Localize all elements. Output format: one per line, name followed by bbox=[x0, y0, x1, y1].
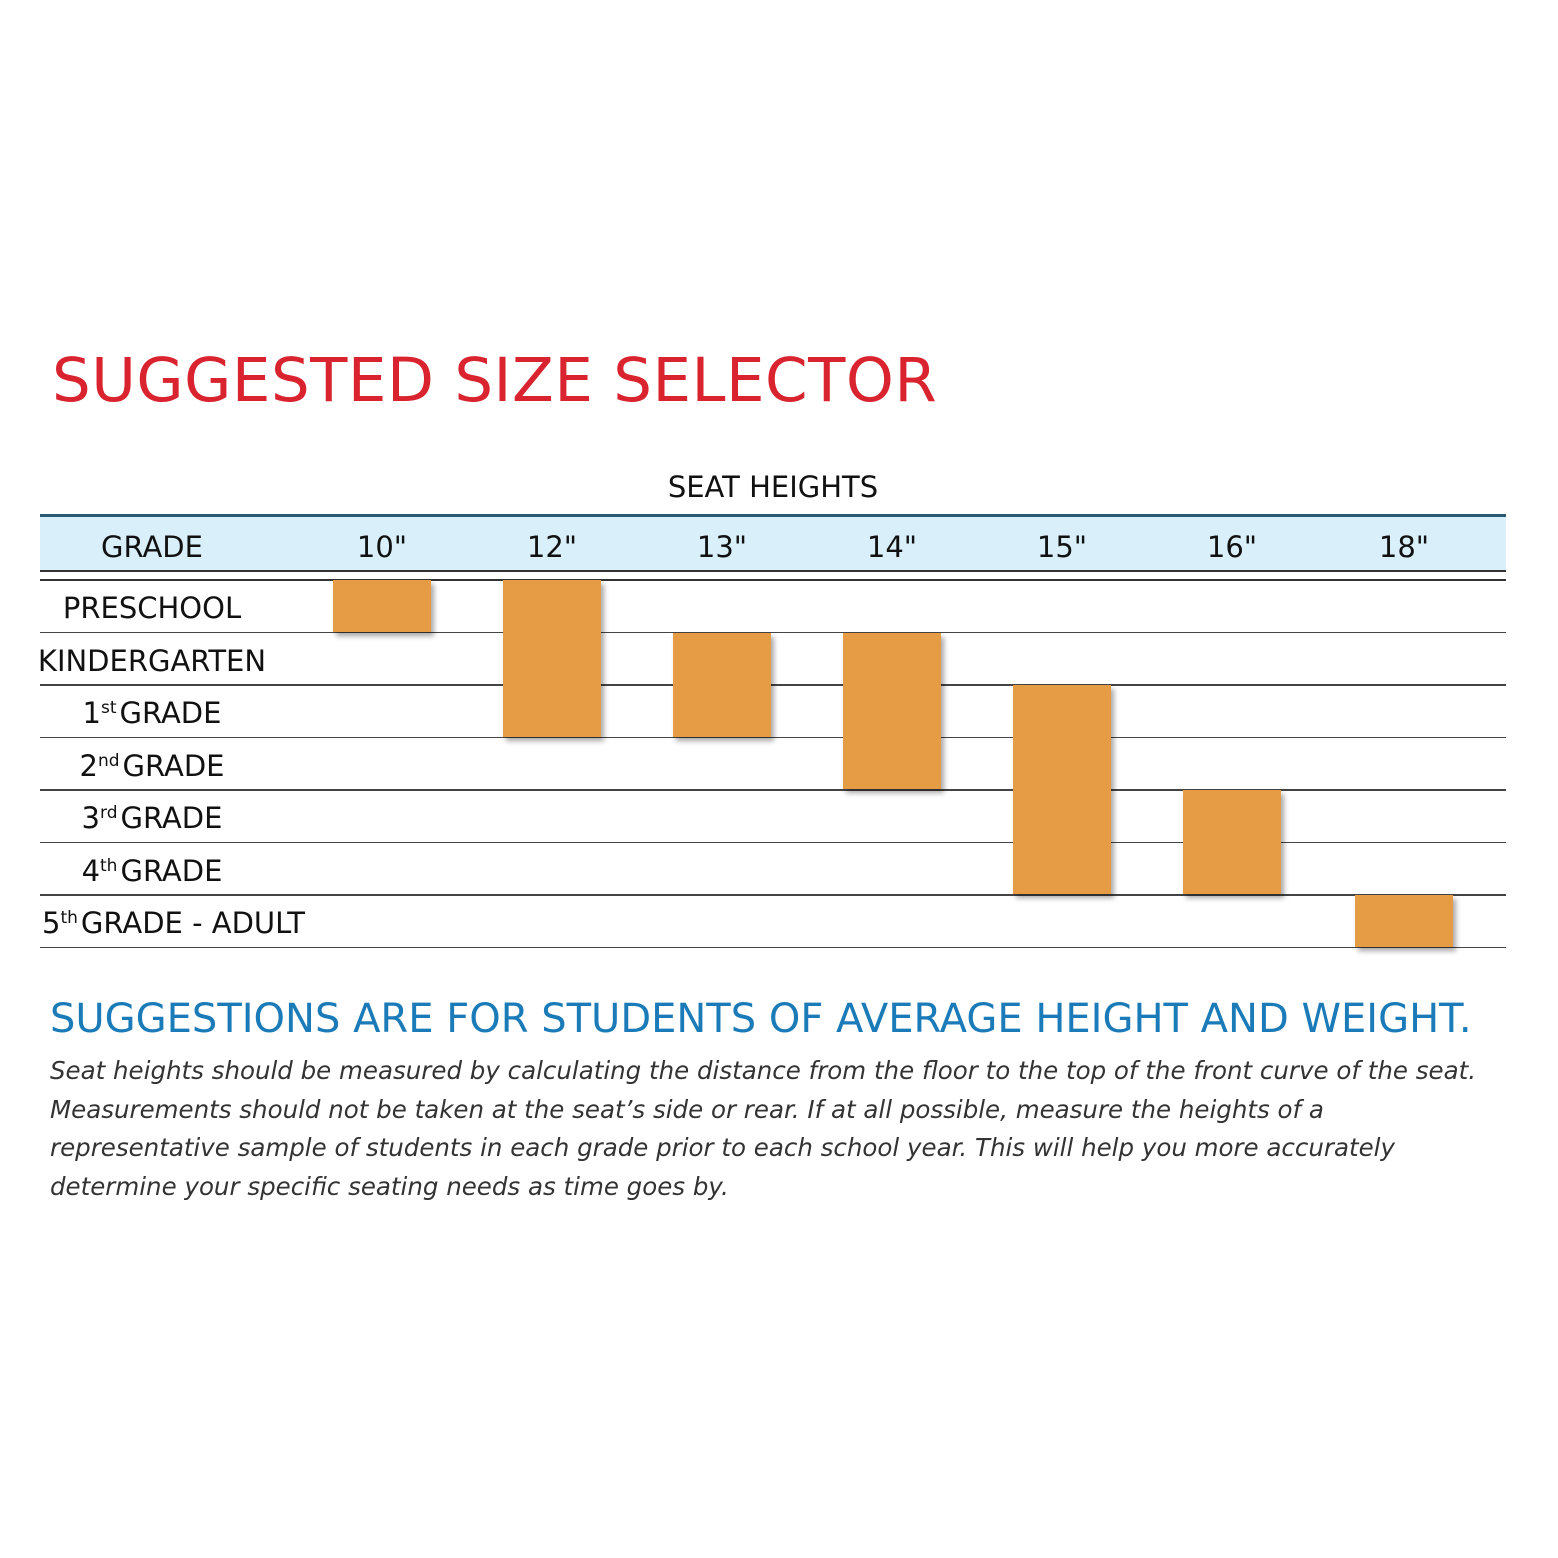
row-divider bbox=[40, 946, 1506, 948]
ordinal-suffix: st bbox=[100, 698, 117, 719]
suggestions-heading: SUGGESTIONS ARE FOR STUDENTS OF AVERAGE … bbox=[50, 996, 1472, 1042]
seat-height-column-header: 15" bbox=[1036, 530, 1088, 564]
grade-word: GRADE bbox=[120, 853, 223, 888]
grade-name: PRESCHOOL bbox=[62, 591, 242, 626]
seat-height-range-bar bbox=[333, 580, 431, 632]
page-title: SUGGESTED SIZE SELECTOR bbox=[52, 345, 938, 416]
grade-name: KINDERGARTEN bbox=[37, 643, 267, 678]
grade-number: 2 bbox=[79, 748, 98, 783]
grade-row-label: PRESCHOOL bbox=[22, 591, 282, 625]
header-rule bbox=[40, 579, 1506, 581]
seat-height-column-header: 16" bbox=[1206, 530, 1258, 564]
seat-height-column-header: 18" bbox=[1378, 530, 1430, 564]
row-divider bbox=[40, 684, 1506, 686]
grade-word: GRADE bbox=[122, 748, 225, 783]
grade-row-label: 2nd GRADE bbox=[22, 749, 282, 783]
header-band: GRADE 10" 12" 13" 14" 15" 16" 18" bbox=[40, 514, 1506, 572]
seat-height-range-bar bbox=[843, 632, 941, 789]
seat-height-range-bar bbox=[673, 632, 771, 737]
grade-row-label: KINDERGARTEN bbox=[22, 644, 282, 678]
ordinal-suffix: th bbox=[100, 855, 118, 876]
ordinal-suffix: rd bbox=[100, 803, 118, 824]
seat-height-range-bar bbox=[1183, 790, 1281, 894]
seat-height-range-bar bbox=[1013, 685, 1111, 894]
ordinal-suffix: th bbox=[60, 908, 78, 929]
grade-number: 3 bbox=[81, 801, 100, 836]
seat-height-range-bar bbox=[503, 580, 601, 737]
grade-number: 4 bbox=[81, 853, 101, 888]
grade-row-label: 3rd GRADE bbox=[22, 801, 282, 835]
grade-column-header: GRADE bbox=[101, 530, 203, 564]
seat-height-column-header: 12" bbox=[526, 530, 578, 564]
row-divider bbox=[40, 894, 1506, 896]
row-divider bbox=[40, 841, 1506, 843]
grade-row-label: 4th GRADE bbox=[22, 854, 282, 888]
grade-word: GRADE bbox=[120, 801, 223, 836]
row-divider bbox=[40, 631, 1506, 633]
row-divider bbox=[40, 736, 1506, 738]
grade-word: GRADE bbox=[119, 696, 222, 731]
seat-height-column-header: 10" bbox=[356, 530, 408, 564]
grade-word: GRADE - ADULT bbox=[80, 906, 306, 941]
seat-heights-header: SEAT HEIGHTS bbox=[667, 470, 879, 504]
ordinal-suffix: nd bbox=[97, 750, 120, 771]
grade-row-label: 5th GRADE - ADULT bbox=[42, 906, 305, 940]
measurement-note: Seat heights should be measured by calcu… bbox=[50, 1056, 1477, 1201]
seat-height-column-header: 13" bbox=[696, 530, 748, 564]
grade-number: 1 bbox=[82, 696, 101, 731]
grade-number: 5 bbox=[42, 906, 61, 941]
header-rule bbox=[40, 570, 1506, 572]
seat-height-range-bar bbox=[1355, 895, 1453, 947]
seat-height-column-header: 14" bbox=[866, 530, 918, 564]
row-divider bbox=[40, 789, 1506, 791]
grade-row-label: 1st GRADE bbox=[22, 696, 282, 730]
